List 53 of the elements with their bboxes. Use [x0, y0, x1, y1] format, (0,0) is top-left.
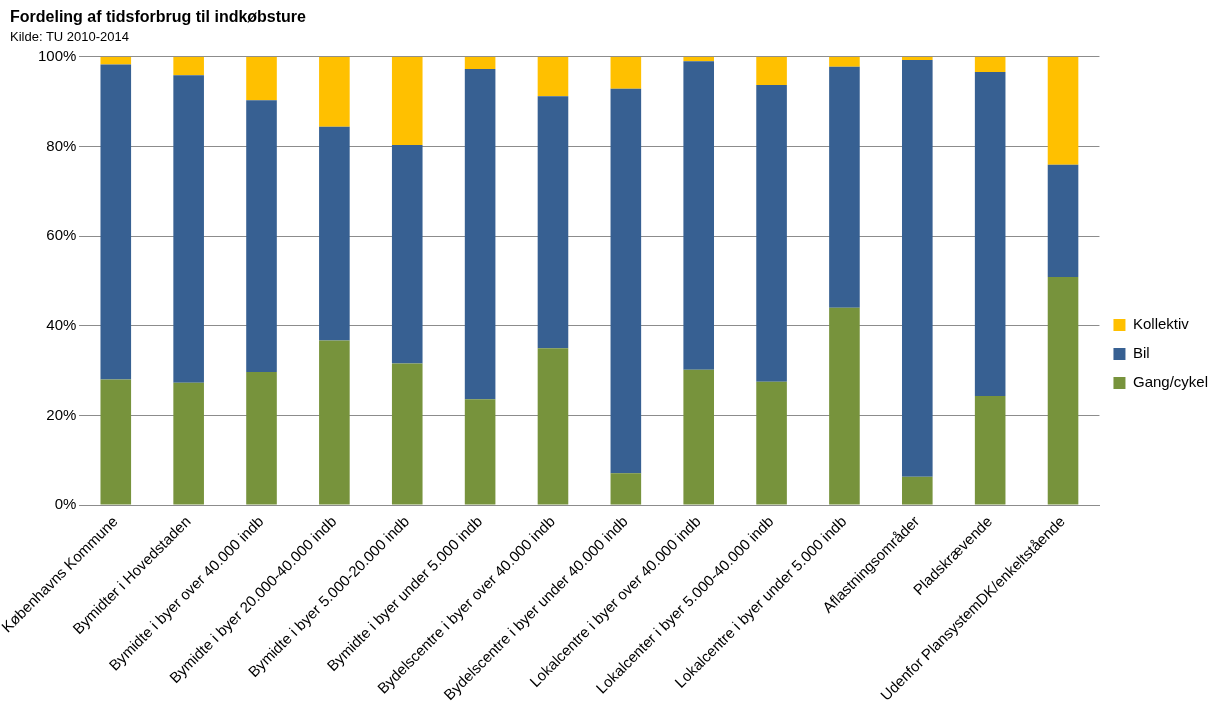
- bar: [683, 61, 715, 370]
- y-tick-label: 20%: [46, 405, 77, 423]
- bar: [756, 381, 787, 505]
- bar: [683, 369, 715, 505]
- bar: [974, 56, 1006, 73]
- bar: [173, 382, 204, 505]
- bar: [1047, 56, 1079, 165]
- legend-label: Bil: [1132, 344, 1150, 362]
- bar: [902, 476, 933, 505]
- bar: [1047, 276, 1079, 505]
- bar: [537, 348, 569, 505]
- y-tick-label: 80%: [46, 136, 77, 154]
- bar: [829, 56, 860, 67]
- bar: [173, 75, 204, 383]
- y-tick-label: 0%: [54, 495, 77, 513]
- bar: [829, 66, 860, 308]
- bar: [756, 56, 787, 86]
- legend-label: Gang/cykel: [1132, 373, 1209, 391]
- bar: [974, 72, 1006, 397]
- bar: [246, 371, 277, 505]
- bar: [537, 96, 569, 349]
- bar: [173, 56, 204, 76]
- bar: [974, 396, 1006, 505]
- bar: [1047, 164, 1079, 277]
- bar: [100, 64, 132, 380]
- bar: [319, 126, 350, 341]
- bar: [610, 56, 642, 89]
- chart-title: Fordeling af tidsforbrug til indkøbsture: [10, 8, 307, 26]
- bar: [902, 56, 933, 60]
- bar: [610, 88, 642, 474]
- bar: [319, 56, 350, 127]
- bar: [464, 399, 496, 505]
- bar: [319, 340, 350, 505]
- bar: [756, 85, 787, 382]
- y-tick-label: 60%: [46, 226, 77, 244]
- bar: [100, 56, 132, 65]
- bar: [537, 56, 569, 97]
- y-tick-label: 100%: [37, 46, 77, 64]
- bar: [683, 56, 715, 62]
- bar: [464, 56, 496, 69]
- bar: [464, 68, 496, 400]
- bar: [391, 56, 423, 146]
- legend-label: Kollektiv: [1132, 315, 1190, 333]
- bar: [902, 59, 933, 477]
- bar: [391, 363, 423, 505]
- bar: [246, 100, 277, 372]
- y-tick-label: 40%: [46, 315, 77, 333]
- bar: [391, 145, 423, 364]
- bar: [829, 307, 860, 505]
- chart-subtitle: Kilde: TU 2010-2014: [10, 28, 130, 44]
- bar: [610, 473, 642, 505]
- bar: [100, 379, 132, 505]
- bar: [246, 56, 277, 101]
